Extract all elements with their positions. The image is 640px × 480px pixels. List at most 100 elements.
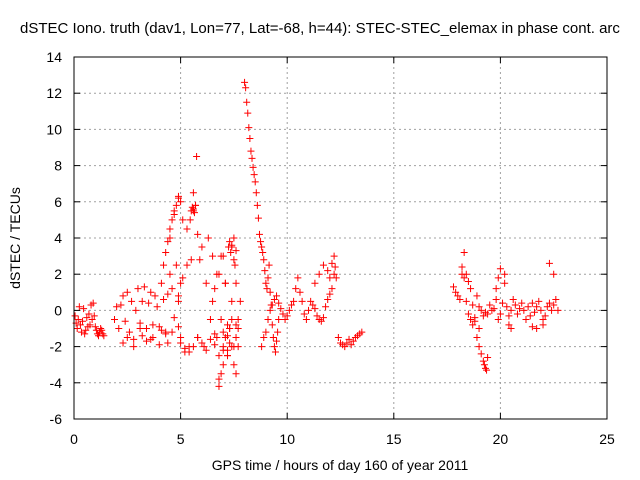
data-point [83, 314, 91, 322]
data-point [121, 317, 129, 325]
data-point [475, 325, 483, 332]
y-tick-label: 8 [54, 158, 62, 174]
x-tick-label: 10 [279, 431, 295, 447]
data-point [142, 337, 150, 345]
data-point [234, 343, 242, 351]
y-tick-label: 14 [46, 49, 62, 65]
data-point [528, 323, 536, 331]
data-point [503, 303, 511, 311]
data-point [550, 301, 558, 309]
data-point [554, 306, 562, 314]
data-point [140, 283, 148, 291]
data-point [224, 321, 232, 329]
data-point [460, 248, 468, 256]
data-point [528, 299, 536, 307]
data-point [300, 310, 308, 318]
data-point [319, 261, 327, 269]
data-point [241, 78, 249, 86]
data-point [138, 332, 146, 340]
data-point [168, 285, 176, 293]
data-point [319, 314, 327, 322]
data-point [231, 261, 239, 269]
data-point [334, 334, 342, 342]
data-point [477, 350, 485, 358]
data-point [132, 306, 140, 314]
data-point [315, 270, 323, 278]
data-point [277, 305, 285, 313]
data-point [179, 216, 187, 224]
data-point [228, 297, 236, 305]
data-point [160, 296, 168, 304]
data-point [119, 292, 127, 300]
data-point [343, 339, 351, 347]
data-point [358, 328, 366, 336]
data-point [311, 305, 319, 313]
data-point [469, 321, 477, 329]
data-point [507, 306, 515, 314]
data-point [520, 306, 528, 314]
data-point [245, 124, 253, 132]
data-point [265, 261, 273, 269]
data-point [226, 339, 234, 347]
data-point [283, 312, 291, 320]
data-point [196, 256, 204, 264]
data-point [480, 361, 488, 369]
data-point [206, 335, 214, 343]
data-point [119, 339, 127, 347]
data-point [228, 241, 236, 249]
data-point [261, 267, 269, 275]
data-point [524, 303, 532, 311]
data-point [257, 238, 265, 246]
data-points [71, 78, 562, 390]
data-point [254, 214, 262, 222]
data-point [155, 341, 163, 349]
data-point [250, 171, 258, 179]
data-point [317, 317, 325, 325]
data-point [86, 321, 94, 329]
data-point [147, 335, 155, 343]
data-point [149, 321, 157, 329]
data-point [186, 216, 194, 224]
data-point [483, 366, 491, 374]
data-point [533, 303, 541, 311]
data-point [85, 310, 93, 318]
x-tick-labels: 0 5 10 15 20 25 [70, 431, 615, 447]
data-point [264, 274, 272, 282]
data-point [274, 328, 282, 336]
y-tick-label: -2 [50, 339, 63, 355]
data-point [172, 201, 180, 209]
data-point [177, 339, 185, 347]
data-point [477, 306, 485, 314]
data-point [209, 252, 217, 260]
data-point [494, 315, 502, 323]
data-point [91, 323, 99, 331]
data-point [75, 303, 83, 311]
data-point [219, 361, 227, 369]
data-point [145, 299, 153, 307]
data-point [292, 285, 300, 293]
data-point [279, 310, 287, 318]
data-point [264, 315, 272, 323]
x-tick-label: 0 [70, 431, 78, 447]
data-point [492, 285, 500, 293]
data-point [552, 296, 560, 304]
data-point [263, 285, 271, 293]
data-point [501, 279, 509, 287]
data-point [464, 277, 472, 285]
data-point [215, 382, 223, 390]
data-point [174, 192, 182, 200]
data-point [202, 346, 210, 354]
data-point [190, 209, 198, 217]
data-point [224, 346, 232, 354]
data-point [486, 301, 494, 309]
data-point [213, 334, 221, 342]
data-point [452, 288, 460, 296]
data-point [347, 341, 355, 349]
axis-ticks [73, 56, 608, 420]
data-point [533, 325, 541, 332]
data-point [189, 205, 197, 213]
y-tick-label: 0 [54, 302, 62, 318]
data-point [204, 234, 212, 242]
data-point [313, 312, 321, 320]
